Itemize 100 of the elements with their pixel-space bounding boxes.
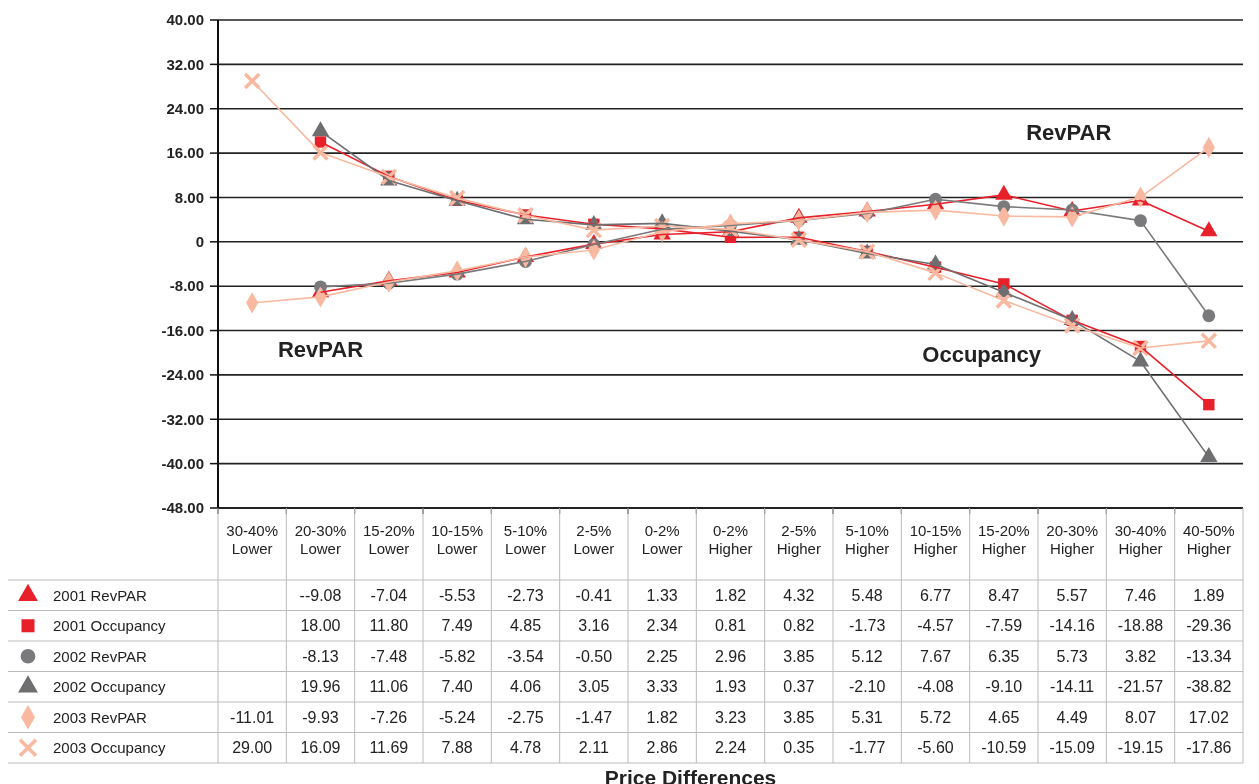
data-label: 29.00	[232, 739, 273, 757]
data-label: 2.96	[714, 647, 747, 665]
y-tick-label: 40.00	[166, 11, 204, 29]
x-tick-label: 10-15% Lower	[431, 522, 484, 557]
data-label: 2.86	[646, 739, 678, 757]
data-label: 5.12	[851, 647, 883, 665]
data-label: 7.40	[441, 678, 473, 696]
y-tick-label: -24.00	[161, 366, 204, 384]
data-label: -9.10	[985, 678, 1023, 696]
data-label: 7.88	[441, 739, 473, 757]
x-tick-label: 20-30% Lower	[294, 522, 347, 557]
data-label: 4.32	[783, 586, 815, 604]
data-label: 3.05	[578, 678, 610, 696]
legend-label: 2001 Occupancy	[53, 617, 167, 634]
data-label: 5.48	[851, 586, 883, 604]
data-label: -2.10	[848, 678, 886, 696]
y-tick-label: 0	[195, 233, 204, 251]
data-label: 7.49	[441, 617, 473, 635]
data-label: -7.26	[370, 708, 408, 726]
data-label: -5.82	[438, 647, 476, 665]
point	[995, 291, 1013, 310]
point	[1203, 398, 1215, 411]
point	[585, 221, 603, 239]
data-label: 0.37	[783, 678, 815, 696]
data-label: 3.33	[646, 678, 678, 696]
data-label: 8.47	[988, 586, 1020, 604]
data-label: 2.34	[646, 617, 678, 635]
y-tick-label: -16.00	[161, 321, 204, 339]
data-label: 3.16	[578, 617, 610, 635]
data-label: 19.96	[300, 678, 341, 696]
x-tick-label: 2-5% Higher	[776, 522, 821, 557]
data-label: 3.85	[783, 647, 815, 665]
x-tick-label: 30-40% Lower	[226, 522, 279, 557]
data-label: -38.82	[1186, 678, 1232, 696]
point	[1202, 309, 1216, 323]
y-tick-label: 24.00	[166, 99, 204, 117]
data-label: 8.07	[1124, 708, 1157, 726]
x-tick-label: 5-10% Higher	[845, 522, 890, 557]
y-tick-label: -32.00	[161, 410, 204, 428]
data-label: -9.93	[302, 708, 339, 726]
data-label: 6.35	[988, 647, 1020, 665]
data-label: -4.08	[917, 678, 954, 696]
data-label: 4.65	[988, 708, 1020, 726]
data-label: -7.48	[370, 647, 408, 665]
point	[1200, 447, 1218, 463]
data-label: 3.82	[1124, 647, 1157, 665]
data-label: -1.77	[848, 739, 886, 757]
data-label: 3.85	[783, 708, 815, 726]
point	[1200, 332, 1218, 350]
data-label: 5.73	[1056, 647, 1088, 665]
data-label: -21.57	[1117, 678, 1164, 696]
point	[311, 143, 330, 162]
x-tick-label: 15-20% Higher	[977, 522, 1030, 557]
data-label: 4.85	[509, 617, 542, 635]
data-label: 5.57	[1056, 586, 1088, 604]
x-tick-label: 2-5% Lower	[573, 522, 615, 557]
data-label: 18.00	[300, 617, 341, 635]
legend-label: 2002 RevPAR	[53, 647, 148, 665]
y-tick-label: 16.00	[166, 144, 204, 162]
data-label: -11.01	[230, 708, 275, 726]
x-tick-label: 30-40% Higher	[1114, 522, 1167, 557]
data-label: 4.49	[1056, 708, 1088, 726]
data-label: 11.80	[369, 617, 409, 635]
data-label: 1.89	[1193, 586, 1225, 604]
y-tick-label: 32.00	[166, 55, 204, 73]
data-label: 11.69	[369, 739, 409, 757]
data-label: -5.60	[917, 739, 954, 757]
data-label: -3.54	[507, 647, 544, 665]
x-tick-label: 0-2% Higher	[708, 522, 753, 557]
data-label: 4.78	[509, 739, 542, 757]
point	[790, 231, 808, 249]
data-label: 2.25	[646, 647, 678, 665]
data-label: 4.06	[509, 678, 542, 696]
data-label: 5.72	[919, 708, 952, 726]
y-tick-label: -40.00	[161, 454, 204, 472]
legend-label: 2003 RevPAR	[53, 708, 148, 726]
data-label: -19.15	[1117, 739, 1164, 757]
data-label: 1.33	[646, 586, 678, 604]
data-label: -13.34	[1186, 647, 1232, 665]
y-tick-label: -48.00	[161, 499, 204, 517]
legend-label: 2001 RevPAR	[53, 586, 148, 604]
x-tick-label: 15-20% Lower	[362, 522, 415, 557]
data-label: -7.04	[370, 586, 408, 604]
point	[1063, 316, 1081, 335]
data-label: -5.24	[438, 708, 476, 726]
data-label: 0.82	[783, 617, 815, 635]
data-label: -2.75	[507, 708, 544, 726]
annotation: RevPAR	[277, 337, 364, 363]
data-label: 16.09	[300, 739, 341, 757]
data-label: 1.82	[646, 708, 678, 726]
point	[926, 264, 945, 282]
data-label: -1.73	[848, 617, 886, 635]
x-tick-label: 40-50% Higher	[1182, 522, 1235, 557]
data-label: 3.23	[714, 708, 747, 726]
x-tick-label: 5-10% Lower	[503, 522, 548, 557]
data-label: -8.13	[302, 647, 339, 665]
x-tick-label: 10-15% Higher	[909, 522, 962, 557]
data-label: 7.46	[1124, 586, 1157, 604]
data-label: 6.77	[919, 586, 952, 604]
point	[243, 72, 261, 90]
